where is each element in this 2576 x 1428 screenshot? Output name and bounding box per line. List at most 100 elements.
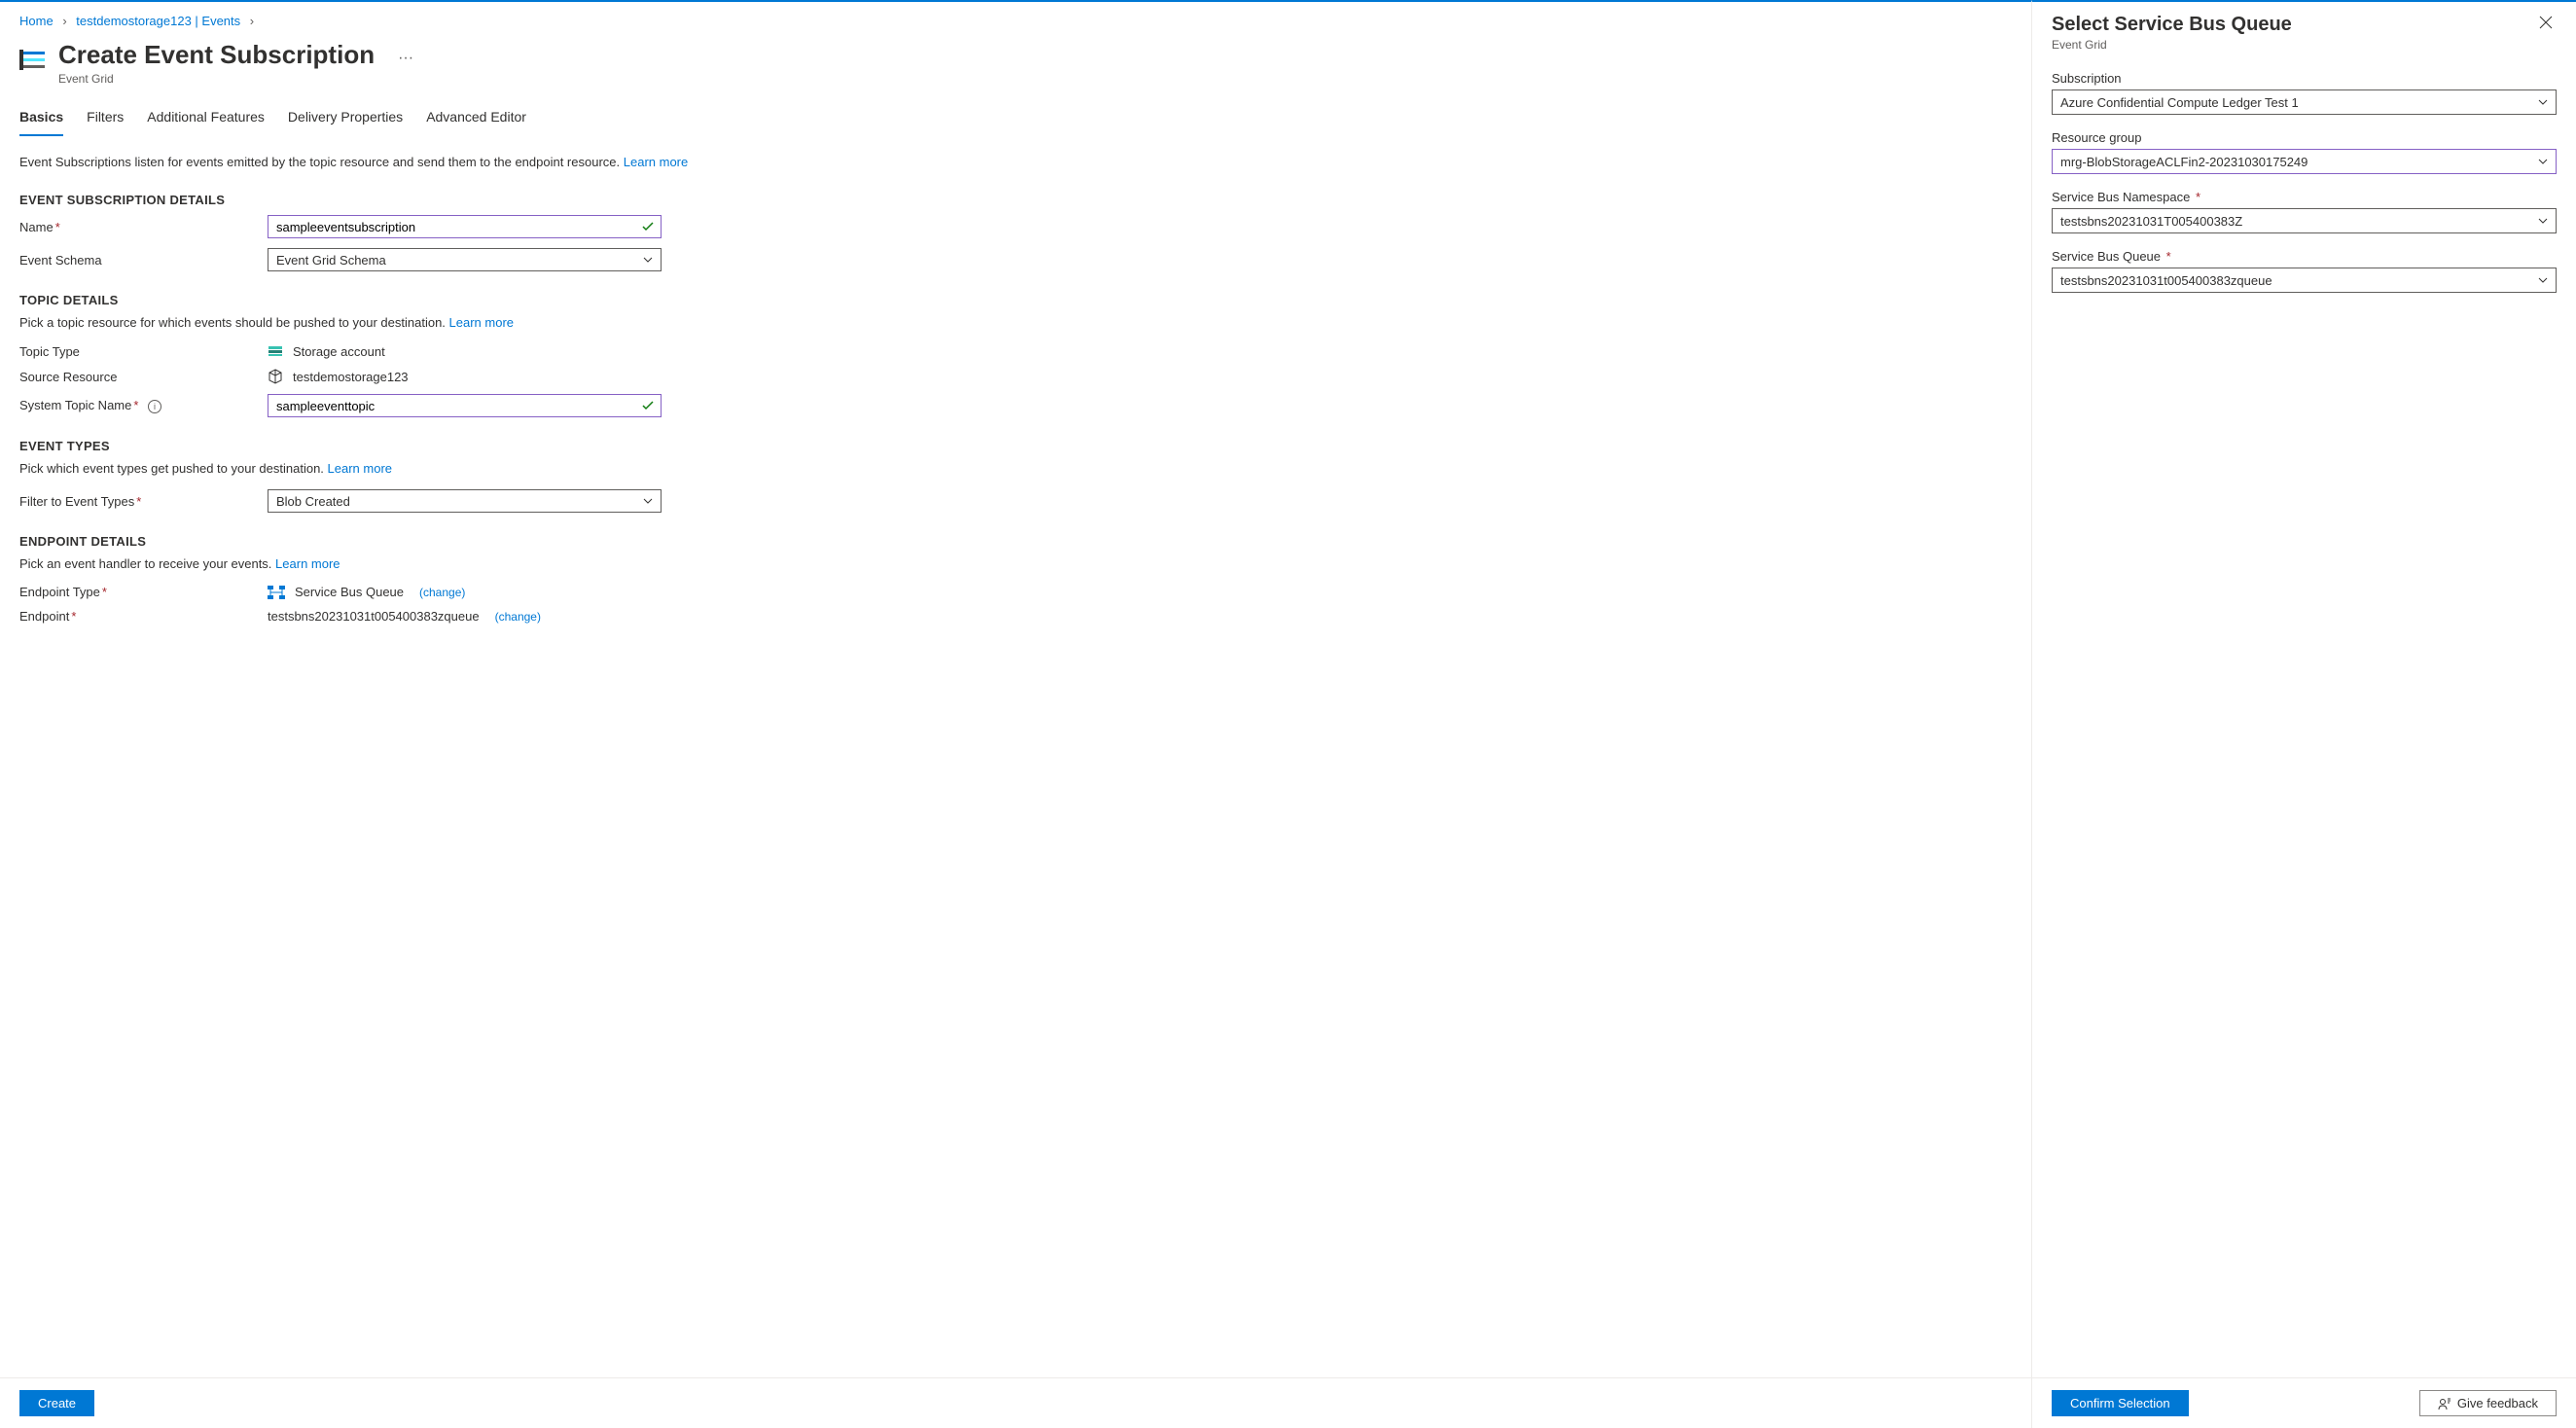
feedback-label: Give feedback <box>2457 1396 2538 1410</box>
required-indicator: * <box>2163 249 2171 264</box>
endpoint-desc-text: Pick an event handler to receive your ev… <box>19 556 275 571</box>
label-subscription: Subscription <box>2052 71 2557 86</box>
row-endpoint: Endpoint* testsbns20231031t005400383zque… <box>19 609 2012 624</box>
cube-icon <box>268 369 283 384</box>
event-types-desc-text: Pick which event types get pushed to you… <box>19 461 328 476</box>
label-source-resource: Source Resource <box>19 370 268 384</box>
breadcrumb-separator: › <box>62 14 66 28</box>
close-icon <box>2539 16 2553 29</box>
confirm-selection-button[interactable]: Confirm Selection <box>2052 1390 2189 1416</box>
label-endpoint-type-text: Endpoint Type <box>19 585 100 599</box>
page-subtitle: Event Grid <box>58 72 375 86</box>
chevron-down-icon <box>2538 97 2548 107</box>
side-subtitle: Event Grid <box>2052 38 2292 52</box>
label-name: Name* <box>19 220 268 234</box>
row-filter-event-types: Filter to Event Types* Blob Created <box>19 489 2012 513</box>
required-indicator: * <box>136 494 141 509</box>
event-grid-icon <box>19 46 47 73</box>
label-endpoint-text: Endpoint <box>19 609 69 624</box>
side-title: Select Service Bus Queue <box>2052 14 2292 36</box>
endpoint-type-value: Service Bus Queue <box>295 585 404 599</box>
side-body: Subscription Azure Confidential Compute … <box>2032 57 2576 1377</box>
required-indicator: * <box>55 220 60 234</box>
endpoint-learn-more[interactable]: Learn more <box>275 556 340 571</box>
intro-text: Event Subscriptions listen for events em… <box>19 155 2012 169</box>
subscription-value: Azure Confidential Compute Ledger Test 1 <box>2060 95 2299 110</box>
label-name-text: Name <box>19 220 54 234</box>
system-topic-input[interactable] <box>268 394 662 417</box>
topic-desc-text: Pick a topic resource for which events s… <box>19 315 449 330</box>
service-bus-icon <box>268 586 285 599</box>
schema-select[interactable]: Event Grid Schema <box>268 248 662 271</box>
field-queue: Service Bus Queue * testsbns20231031t005… <box>2052 249 2557 293</box>
section-endpoint-details: ENDPOINT DETAILS <box>19 534 2012 549</box>
storage-icon <box>268 343 283 359</box>
required-indicator: * <box>2192 190 2200 204</box>
tab-basics[interactable]: Basics <box>19 103 63 136</box>
name-input[interactable] <box>268 215 662 238</box>
label-filter-event-types: Filter to Event Types* <box>19 494 268 509</box>
endpoint-value: testsbns20231031t005400383zqueue <box>268 609 480 624</box>
row-topic-type: Topic Type Storage account <box>19 343 2012 359</box>
field-resource-group: Resource group mrg-BlobStorageACLFin2-20… <box>2052 130 2557 174</box>
tab-additional-features[interactable]: Additional Features <box>147 103 265 136</box>
filter-value: Blob Created <box>276 494 350 509</box>
schema-value: Event Grid Schema <box>276 253 386 268</box>
section-event-types: EVENT TYPES <box>19 439 2012 453</box>
topic-desc: Pick a topic resource for which events s… <box>19 315 2012 330</box>
label-queue: Service Bus Queue * <box>2052 249 2557 264</box>
topic-learn-more[interactable]: Learn more <box>449 315 514 330</box>
row-endpoint-type: Endpoint Type* Service Bus Queue (change… <box>19 585 2012 599</box>
form-content: Event Subscriptions listen for events em… <box>0 137 2031 1377</box>
source-resource-value: testdemostorage123 <box>293 370 409 384</box>
chevron-down-icon <box>2538 157 2548 166</box>
label-schema: Event Schema <box>19 253 268 268</box>
row-source-resource: Source Resource testdemostorage123 <box>19 369 2012 384</box>
breadcrumb-resource[interactable]: testdemostorage123 | Events <box>76 14 240 28</box>
label-topic-type: Topic Type <box>19 344 268 359</box>
tab-advanced-editor[interactable]: Advanced Editor <box>426 103 526 136</box>
namespace-select[interactable]: testsbns20231031T005400383Z <box>2052 208 2557 233</box>
label-resource-group: Resource group <box>2052 130 2557 145</box>
subscription-select[interactable]: Azure Confidential Compute Ledger Test 1 <box>2052 89 2557 115</box>
endpoint-desc: Pick an event handler to receive your ev… <box>19 556 2012 571</box>
chevron-down-icon <box>2538 216 2548 226</box>
event-types-learn-more[interactable]: Learn more <box>328 461 392 476</box>
section-topic-details: TOPIC DETAILS <box>19 293 2012 307</box>
endpoint-change[interactable]: (change) <box>495 610 541 624</box>
tab-filters[interactable]: Filters <box>87 103 124 136</box>
breadcrumb-separator: › <box>250 14 254 28</box>
queue-select[interactable]: testsbns20231031t005400383zqueue <box>2052 268 2557 293</box>
endpoint-type-change[interactable]: (change) <box>419 586 465 599</box>
side-panel: Select Service Bus Queue Event Grid Subs… <box>2031 0 2576 1428</box>
resource-group-select[interactable]: mrg-BlobStorageACLFin2-20231030175249 <box>2052 149 2557 174</box>
required-indicator: * <box>133 398 138 412</box>
check-icon <box>642 400 654 411</box>
tabs: Basics Filters Additional Features Deliv… <box>0 91 2031 137</box>
side-header: Select Service Bus Queue Event Grid <box>2032 2 2576 57</box>
more-button[interactable]: ··· <box>398 50 413 67</box>
label-filter-text: Filter to Event Types <box>19 494 134 509</box>
label-system-topic: System Topic Name* i <box>19 398 268 413</box>
row-schema: Event Schema Event Grid Schema <box>19 248 2012 271</box>
label-queue-text: Service Bus Queue <box>2052 249 2161 264</box>
info-icon[interactable]: i <box>148 400 161 413</box>
label-namespace: Service Bus Namespace * <box>2052 190 2557 204</box>
chevron-down-icon <box>643 496 653 506</box>
close-button[interactable] <box>2535 14 2557 31</box>
breadcrumb-home[interactable]: Home <box>19 14 54 28</box>
filter-event-types-select[interactable]: Blob Created <box>268 489 662 513</box>
main-panel: Home › testdemostorage123 | Events › Cre… <box>0 0 2031 1428</box>
create-button[interactable]: Create <box>19 1390 94 1416</box>
field-namespace: Service Bus Namespace * testsbns20231031… <box>2052 190 2557 233</box>
field-subscription: Subscription Azure Confidential Compute … <box>2052 71 2557 115</box>
tab-delivery-properties[interactable]: Delivery Properties <box>288 103 403 136</box>
chevron-down-icon <box>2538 275 2548 285</box>
intro-learn-more[interactable]: Learn more <box>624 155 688 169</box>
give-feedback-button[interactable]: Give feedback <box>2419 1390 2557 1416</box>
check-icon <box>642 221 654 232</box>
intro-text-body: Event Subscriptions listen for events em… <box>19 155 624 169</box>
feedback-icon <box>2438 1397 2451 1410</box>
namespace-value: testsbns20231031T005400383Z <box>2060 214 2242 229</box>
queue-value: testsbns20231031t005400383zqueue <box>2060 273 2272 288</box>
